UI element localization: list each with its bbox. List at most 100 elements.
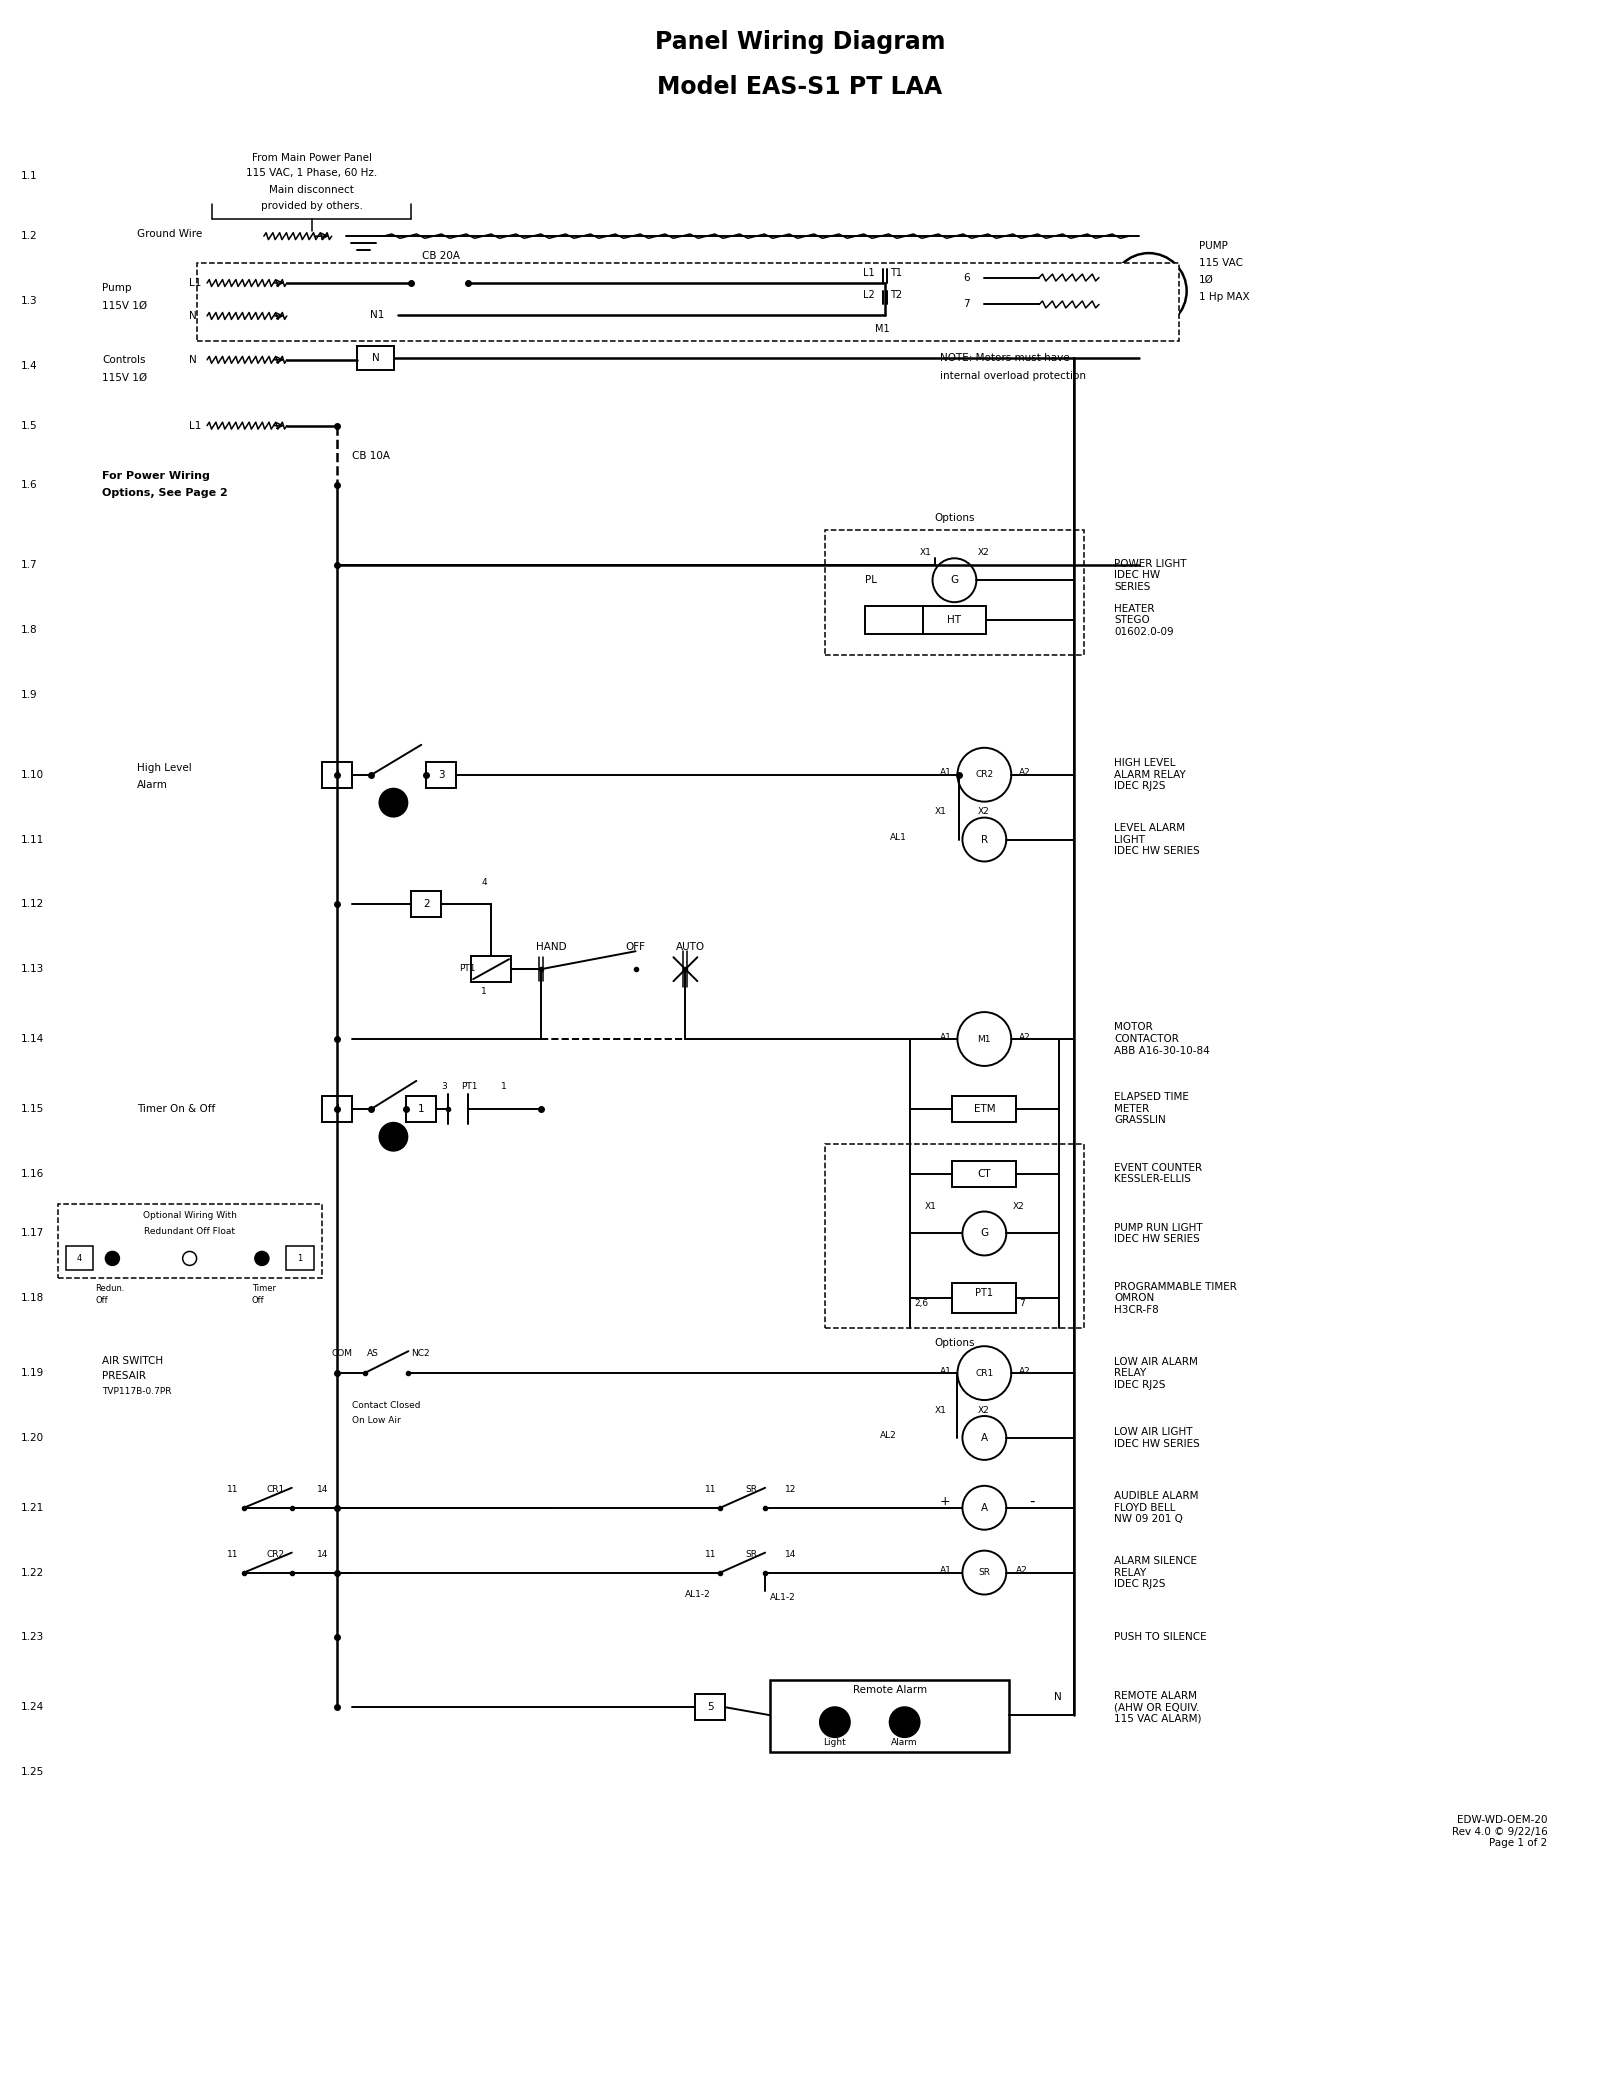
Text: L1: L1 <box>189 277 202 288</box>
Text: X2: X2 <box>978 1405 989 1415</box>
Text: 4: 4 <box>482 877 486 888</box>
Text: OFF: OFF <box>626 942 646 952</box>
Text: From Main Power Panel: From Main Power Panel <box>251 154 371 163</box>
Text: ALARM SILENCE
RELAY
IDEC RJ2S: ALARM SILENCE RELAY IDEC RJ2S <box>1114 1557 1197 1590</box>
Bar <box>411 892 442 917</box>
Text: X1: X1 <box>934 1405 947 1415</box>
Text: Panel Wiring Diagram: Panel Wiring Diagram <box>654 29 946 54</box>
Text: AL1-2: AL1-2 <box>685 1590 710 1598</box>
Bar <box>322 763 352 788</box>
Text: Options: Options <box>934 513 974 523</box>
Circle shape <box>379 788 408 817</box>
Text: CR1: CR1 <box>976 1369 994 1378</box>
Text: Remote Alarm: Remote Alarm <box>853 1686 926 1694</box>
Text: A: A <box>981 1434 987 1442</box>
Text: HEATER
STEGO
01602.0-09: HEATER STEGO 01602.0-09 <box>1114 604 1173 638</box>
Text: N1: N1 <box>370 311 384 321</box>
Text: G: G <box>981 1227 989 1238</box>
Text: A2: A2 <box>1019 769 1030 777</box>
Text: For Power Wiring: For Power Wiring <box>102 471 210 481</box>
Text: AL2: AL2 <box>880 1432 896 1440</box>
Text: PT1: PT1 <box>459 963 475 973</box>
Text: SR: SR <box>746 1486 757 1494</box>
Text: N: N <box>1054 1692 1062 1703</box>
Text: MOTOR
CONTACTOR
ABB A16-30-10-84: MOTOR CONTACTOR ABB A16-30-10-84 <box>1114 1023 1210 1057</box>
Text: 1.5: 1.5 <box>21 421 37 431</box>
Text: X2: X2 <box>978 548 989 556</box>
Text: A1: A1 <box>939 769 952 777</box>
Text: 115 VAC, 1 Phase, 60 Hz.: 115 VAC, 1 Phase, 60 Hz. <box>246 169 378 179</box>
Text: High Level: High Level <box>138 763 192 773</box>
Text: M1: M1 <box>875 323 890 333</box>
Text: POWER LIGHT
IDEC HW
SERIES: POWER LIGHT IDEC HW SERIES <box>1114 559 1187 592</box>
Text: 1.10: 1.10 <box>21 769 43 779</box>
Text: 2: 2 <box>422 900 430 909</box>
Circle shape <box>957 1346 1011 1400</box>
Bar <box>949 292 984 319</box>
Text: COM: COM <box>331 1348 352 1357</box>
Text: Model EAS-S1 PT LAA: Model EAS-S1 PT LAA <box>658 75 942 98</box>
Text: A2: A2 <box>1019 1367 1030 1375</box>
Circle shape <box>890 1707 920 1738</box>
Text: 1.3: 1.3 <box>21 296 37 306</box>
Text: 1.21: 1.21 <box>21 1503 43 1513</box>
Bar <box>426 763 456 788</box>
Text: AS: AS <box>366 1348 378 1357</box>
Text: Redundant Off Float: Redundant Off Float <box>144 1227 235 1236</box>
Text: Timer: Timer <box>251 1284 275 1292</box>
Text: A2: A2 <box>1016 1565 1027 1576</box>
Text: 1.6: 1.6 <box>21 481 37 490</box>
Text: 1.17: 1.17 <box>21 1227 43 1238</box>
Bar <box>197 263 1179 342</box>
Text: PUMP: PUMP <box>1198 242 1227 252</box>
Bar <box>826 1144 1085 1328</box>
Bar <box>58 1205 322 1277</box>
Text: HT: HT <box>947 615 962 625</box>
Text: CB 20A: CB 20A <box>422 250 461 260</box>
Text: 1 Hp MAX: 1 Hp MAX <box>1198 292 1250 302</box>
Text: X2: X2 <box>978 807 989 817</box>
Text: CB 10A: CB 10A <box>352 450 389 461</box>
Text: T1: T1 <box>890 269 902 277</box>
Text: Off: Off <box>251 1296 264 1305</box>
Text: TVP117B-0.7PR: TVP117B-0.7PR <box>102 1386 171 1396</box>
Text: 1.20: 1.20 <box>21 1434 43 1442</box>
Text: 7: 7 <box>963 300 970 308</box>
Text: A1: A1 <box>939 1032 952 1042</box>
Text: 1.18: 1.18 <box>21 1294 43 1302</box>
Text: 115 VAC: 115 VAC <box>1198 258 1243 269</box>
Text: PT1: PT1 <box>461 1082 478 1092</box>
Bar <box>66 1246 93 1271</box>
Text: X1: X1 <box>925 1202 936 1211</box>
Text: 1.12: 1.12 <box>21 900 43 909</box>
Text: LOW AIR ALARM
RELAY
IDEC RJ2S: LOW AIR ALARM RELAY IDEC RJ2S <box>1114 1357 1198 1390</box>
Text: L1: L1 <box>189 421 202 431</box>
Text: 115V 1Ø: 115V 1Ø <box>102 300 147 311</box>
Circle shape <box>963 1211 1006 1255</box>
Text: 1.15: 1.15 <box>21 1105 43 1113</box>
Circle shape <box>182 1250 197 1265</box>
Circle shape <box>933 559 976 602</box>
Text: PRESAIR: PRESAIR <box>102 1371 147 1382</box>
Text: Alarm: Alarm <box>891 1738 918 1746</box>
Text: -: - <box>1029 1494 1035 1509</box>
Text: 1.4: 1.4 <box>21 361 37 371</box>
Text: Pump: Pump <box>102 283 131 294</box>
Text: L1: L1 <box>862 269 875 277</box>
Circle shape <box>963 817 1006 861</box>
Text: Contact Closed: Contact Closed <box>352 1400 421 1409</box>
Bar <box>696 1694 725 1719</box>
Text: AL1-2: AL1-2 <box>770 1592 795 1603</box>
Text: AUTO: AUTO <box>675 942 704 952</box>
Text: 7: 7 <box>1019 1298 1026 1309</box>
Text: Off: Off <box>96 1296 109 1305</box>
Text: 1.2: 1.2 <box>21 231 37 242</box>
Text: Ground Wire: Ground Wire <box>138 229 203 240</box>
Text: 115V 1Ø: 115V 1Ø <box>102 373 147 383</box>
Text: 4: 4 <box>333 769 339 779</box>
Text: 1: 1 <box>418 1105 424 1113</box>
Bar <box>406 1096 437 1121</box>
Text: ELAPSED TIME
METER
GRASSLIN: ELAPSED TIME METER GRASSLIN <box>1114 1092 1189 1125</box>
Text: 3: 3 <box>442 1082 446 1092</box>
Text: HAND: HAND <box>536 942 566 952</box>
